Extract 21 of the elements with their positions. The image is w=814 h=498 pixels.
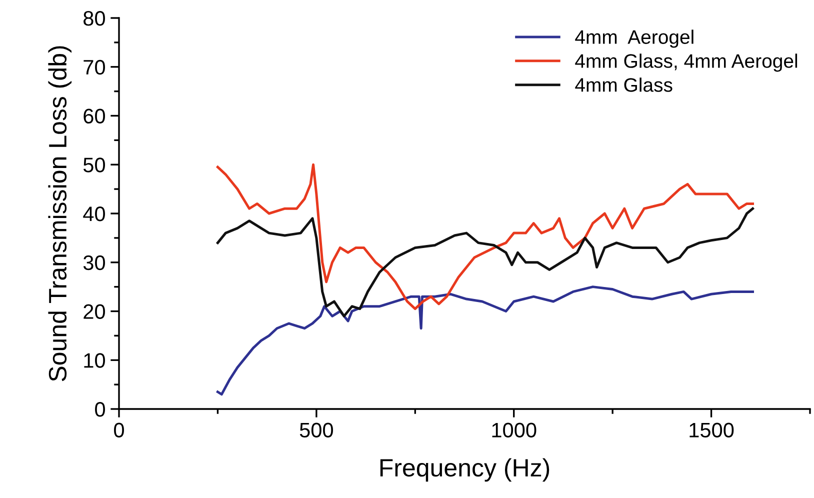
- line-series: [216, 163, 754, 310]
- y-tick-label: 30: [83, 255, 105, 270]
- y-tick-label: 60: [84, 108, 105, 124]
- legend-label: 4mm Aerogel: [575, 30, 694, 48]
- y-tick-label: 40: [83, 206, 105, 222]
- y-tick-label: 80: [84, 11, 105, 26]
- x-tick-label: 500: [300, 422, 333, 438]
- y-tick-label: 70: [84, 60, 105, 75]
- line-series: [216, 207, 754, 318]
- x-tick-label: 1000: [492, 422, 536, 438]
- y-tick-label: 20: [84, 304, 105, 320]
- x-tick-label: 0: [114, 422, 124, 438]
- y-axis-title: Sound Transmission Loss (db): [48, 46, 72, 382]
- line-series: [216, 286, 754, 396]
- x-tick-label: 1500: [690, 422, 734, 438]
- legend-label: 4mm Glass: [575, 78, 672, 92]
- y-tick-label: 10: [84, 353, 105, 368]
- y-tick-label: 0: [95, 402, 105, 417]
- y-tick-label: 50: [83, 158, 105, 172]
- x-axis-title: Frequency (Hz): [380, 458, 550, 482]
- legend-label: 4mm Glass, 4mm Aerogel: [575, 54, 798, 72]
